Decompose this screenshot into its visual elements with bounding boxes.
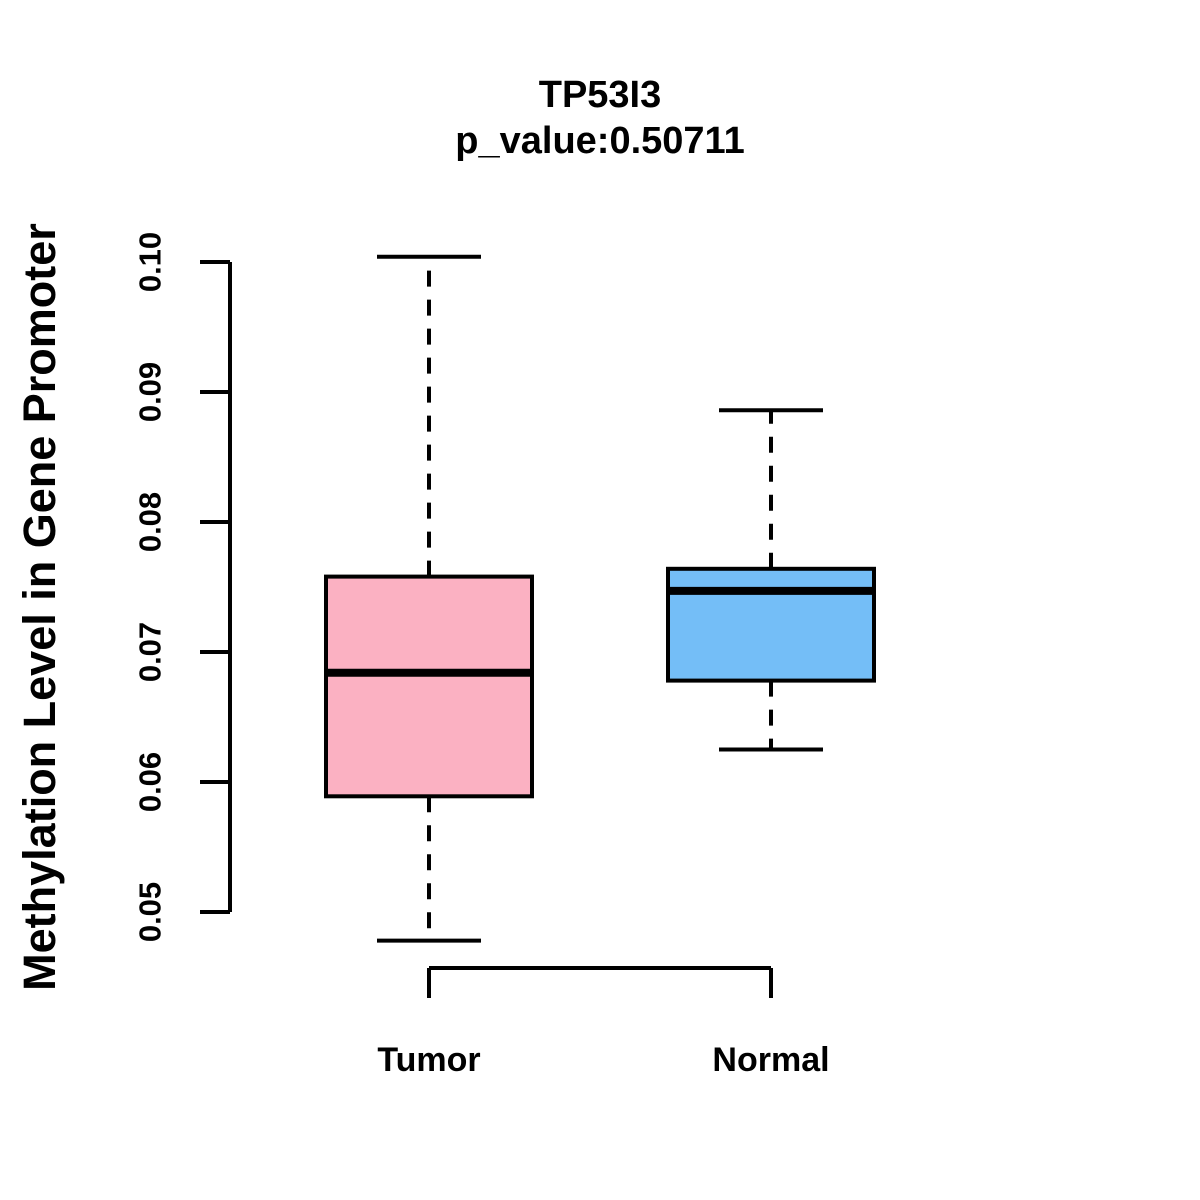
x-category-label-tumor: Tumor [377,1041,480,1079]
chart-subtitle: p_value:0.50711 [455,120,745,162]
box-normal [666,566,876,683]
y-axis-tick-label: 0.10 [133,232,168,292]
y-axis-tick-label: 0.07 [133,622,168,682]
y-axis-tick-label: 0.05 [133,882,168,942]
chart-title: TP53I3 [538,74,662,116]
title-block: TP53I3 p_value:0.50711 [0,72,1200,164]
box-tumor [324,574,534,799]
y-axis-tick-label: 0.08 [133,492,168,552]
x-category-label-normal: Normal [712,1041,829,1079]
y-axis-tick-label: 0.06 [133,752,168,812]
y-axis-tick-label: 0.09 [133,362,168,422]
